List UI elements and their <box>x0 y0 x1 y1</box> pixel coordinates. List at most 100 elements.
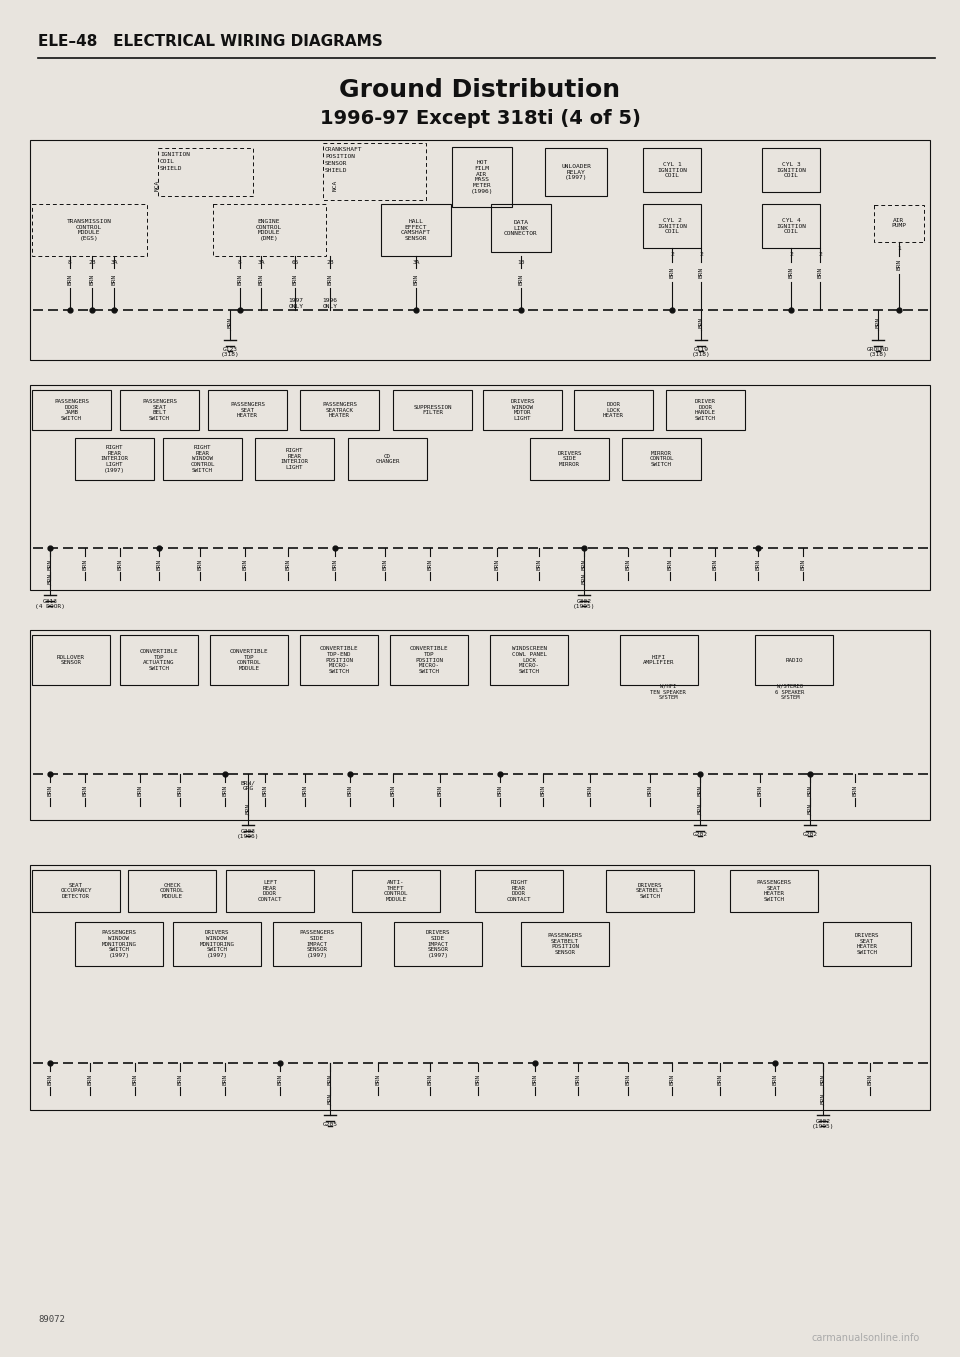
Text: BRN: BRN <box>852 784 857 795</box>
Bar <box>120 635 198 685</box>
Text: BRN: BRN <box>375 1073 380 1084</box>
Bar <box>874 205 924 242</box>
Bar <box>158 148 253 195</box>
Text: BRN/
GRG: BRN/ GRG <box>241 780 255 791</box>
Text: TRANSMISSION
CONTROL
MODULE
(EGS): TRANSMISSION CONTROL MODULE (EGS) <box>66 218 111 242</box>
Text: 2B: 2B <box>326 259 334 265</box>
Text: BRN: BRN <box>582 558 587 570</box>
Text: G202: G202 <box>692 832 708 836</box>
Text: BRN: BRN <box>494 558 499 570</box>
Text: BRN: BRN <box>237 273 243 285</box>
Bar <box>381 204 451 256</box>
Text: BRN: BRN <box>228 316 232 327</box>
Bar <box>128 870 216 912</box>
Bar <box>823 921 911 966</box>
Bar <box>120 389 199 430</box>
Text: 8: 8 <box>68 259 72 265</box>
Text: BRN: BRN <box>699 316 704 327</box>
Bar <box>643 204 701 248</box>
Text: BRN: BRN <box>533 1073 538 1084</box>
Text: carmanualsonline.info: carmanualsonline.info <box>812 1333 920 1343</box>
Text: BRN: BRN <box>223 1073 228 1084</box>
Bar <box>30 630 930 820</box>
Text: BRN: BRN <box>427 1073 433 1084</box>
Text: CYL 4
IGNITION
COIL: CYL 4 IGNITION COIL <box>776 217 806 235</box>
Text: PASSENGERS
SEATRACK
HEATER: PASSENGERS SEATRACK HEATER <box>322 402 357 418</box>
Text: BRN: BRN <box>717 1073 723 1084</box>
Text: BRN: BRN <box>87 1073 92 1084</box>
Bar <box>323 142 426 199</box>
Bar <box>32 870 120 912</box>
Text: BRN: BRN <box>47 558 53 570</box>
Text: 89072: 89072 <box>38 1315 65 1324</box>
Text: BRN: BRN <box>67 273 73 285</box>
Text: 1: 1 <box>898 247 900 251</box>
Text: UNLOADER
RELAY
(1997): UNLOADER RELAY (1997) <box>561 164 591 180</box>
Text: G205: G205 <box>323 1121 338 1126</box>
Bar <box>762 148 820 191</box>
Text: BRN: BRN <box>712 558 717 570</box>
Text: 10: 10 <box>517 259 525 265</box>
Text: BRN: BRN <box>788 266 794 278</box>
Text: SENSOR: SENSOR <box>325 161 348 166</box>
Text: CD
CHANGER: CD CHANGER <box>375 453 399 464</box>
Bar <box>30 140 930 360</box>
Bar <box>606 870 694 912</box>
Text: BRN: BRN <box>438 784 443 795</box>
Text: DRIVERS
SIDE
IMPACT
SENSOR
(1997): DRIVERS SIDE IMPACT SENSOR (1997) <box>425 930 450 958</box>
Text: BRN: BRN <box>868 1073 873 1084</box>
Text: BRN: BRN <box>897 258 901 270</box>
Text: PASSENGERS
SEAT
BELT
SWITCH: PASSENGERS SEAT BELT SWITCH <box>142 399 177 421</box>
Bar <box>348 438 427 480</box>
Text: 3A: 3A <box>110 259 118 265</box>
Text: PASSENGERS
SIDE
IMPACT
SENSOR
(1997): PASSENGERS SIDE IMPACT SENSOR (1997) <box>300 930 334 958</box>
Text: DATA
LINK
CONNECTOR: DATA LINK CONNECTOR <box>504 220 538 236</box>
Text: G313
(4 DOOR): G313 (4 DOOR) <box>35 598 65 609</box>
Text: BRN: BRN <box>89 273 94 285</box>
Text: BRN: BRN <box>537 558 541 570</box>
Bar <box>208 389 287 430</box>
Bar <box>490 635 568 685</box>
Text: RIGHT
REAR
INTERIOR
LIGHT: RIGHT REAR INTERIOR LIGHT <box>280 448 308 470</box>
Text: 2: 2 <box>699 252 703 258</box>
Text: BRN: BRN <box>178 1073 182 1084</box>
Text: CONVERTIBLE
TOP-END
POSITION
MICRO-
SWITCH: CONVERTIBLE TOP-END POSITION MICRO- SWIT… <box>320 646 358 674</box>
Bar <box>32 635 110 685</box>
Bar <box>300 635 378 685</box>
Bar <box>75 921 163 966</box>
Text: SHIELD: SHIELD <box>160 166 182 171</box>
Text: BRN: BRN <box>132 1073 137 1084</box>
Text: DOOR
LOCK
HEATER: DOOR LOCK HEATER <box>603 402 624 418</box>
Bar <box>521 921 609 966</box>
Text: COIL: COIL <box>160 159 175 164</box>
Bar <box>622 438 701 480</box>
Text: CYL 1
IGNITION
COIL: CYL 1 IGNITION COIL <box>657 161 687 178</box>
Bar <box>730 870 818 912</box>
Text: BRN: BRN <box>807 784 812 795</box>
Text: CYL 2
IGNITION
COIL: CYL 2 IGNITION COIL <box>657 217 687 235</box>
Text: BRN: BRN <box>647 784 653 795</box>
Bar <box>30 385 930 590</box>
Bar <box>213 204 326 256</box>
Text: 2: 2 <box>789 252 793 258</box>
Text: BRN: BRN <box>698 802 703 814</box>
Bar <box>352 870 440 912</box>
Text: BRN: BRN <box>807 802 812 814</box>
Text: BRN: BRN <box>626 558 631 570</box>
Text: 2: 2 <box>670 252 674 258</box>
Text: Ground Distribution: Ground Distribution <box>340 77 620 102</box>
Text: DRIVER
DOOR
HANDLE
SWITCH: DRIVER DOOR HANDLE SWITCH <box>695 399 716 421</box>
Text: RIGHT
REAR
INTERIOR
LIGHT
(1997): RIGHT REAR INTERIOR LIGHT (1997) <box>101 445 129 474</box>
Text: BRN: BRN <box>327 1092 332 1103</box>
Text: ROLLOVER
SENSOR: ROLLOVER SENSOR <box>57 654 85 665</box>
Text: BRN: BRN <box>83 784 87 795</box>
Text: PASSENGERS
WINDOW
MONITORING
SWITCH
(1997): PASSENGERS WINDOW MONITORING SWITCH (199… <box>102 930 136 958</box>
Text: ONLY: ONLY <box>289 304 303 309</box>
Text: NCA: NCA <box>332 179 338 190</box>
Bar <box>210 635 288 685</box>
Bar <box>30 864 930 1110</box>
Text: LEFT
REAR
DOOR
CONTACT: LEFT REAR DOOR CONTACT <box>257 879 282 902</box>
Text: RADIO: RADIO <box>785 658 803 662</box>
Text: G123
(318): G123 (318) <box>221 346 239 357</box>
Text: BRN: BRN <box>302 784 307 795</box>
